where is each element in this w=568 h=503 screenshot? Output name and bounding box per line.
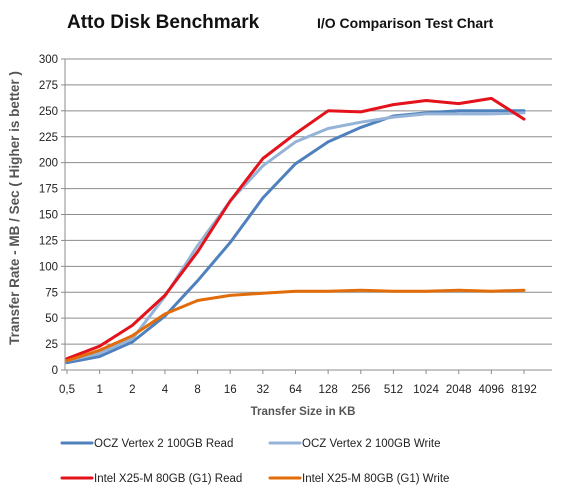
y-tick-label: 175 <box>39 184 58 196</box>
series-line-2 <box>65 111 526 363</box>
y-tick-label: 75 <box>45 287 58 299</box>
x-tick-label: 64 <box>289 384 302 396</box>
x-tick-label: 8 <box>194 384 200 396</box>
y-tick-label: 25 <box>45 339 58 351</box>
x-tick-label: 8192 <box>511 384 537 396</box>
y-tick-labels: 0 25 50 75 100 125 150 175 200 225 250 275 300 <box>39 54 58 377</box>
y-tick-label: 300 <box>39 54 58 66</box>
x-tick-label: 2 <box>129 384 135 396</box>
x-tick-label: 16 <box>224 384 237 396</box>
series-line-1 <box>65 109 526 365</box>
x-tick-labels: 0,5 1 2 4 8 16 32 64 128 256 512 1024 2048 4096 8192 <box>59 384 537 396</box>
chart-subtitle: I/O Comparison Test Chart <box>317 15 494 31</box>
y-tick-label: 225 <box>39 132 58 144</box>
x-tick-label: 256 <box>351 384 370 396</box>
x-tick-label: 1024 <box>413 384 439 396</box>
x-tick-label: 4096 <box>479 384 505 396</box>
x-tick-label: 128 <box>319 384 338 396</box>
legend-label-1: OCZ Vertex 2 100GB Read <box>94 438 233 450</box>
y-tick-label: 50 <box>45 313 58 325</box>
series-line-4 <box>65 288 526 363</box>
x-tick-label: 4 <box>162 384 169 396</box>
y-tick-label: 275 <box>39 80 58 92</box>
legend-label-3: Intel X25-M 80GB (G1) Read <box>94 473 242 485</box>
x-axis-title: Transfer Size in KB <box>251 406 356 418</box>
x-tick-label: 2048 <box>446 384 472 396</box>
series-line-3 <box>65 96 526 361</box>
y-tick-label: 0 <box>52 365 58 377</box>
axes <box>64 59 552 374</box>
x-tick-label: 1 <box>96 384 102 396</box>
y-tick-label: 125 <box>39 235 58 247</box>
legend-label-2: OCZ Vertex 2 100GB Write <box>302 438 440 450</box>
x-tick-label: 32 <box>256 384 269 396</box>
x-tick-label: 0,5 <box>59 384 75 396</box>
x-tick-label: 512 <box>384 384 403 396</box>
legend-label-4: Intel X25-M 80GB (G1) Write <box>302 473 449 485</box>
chart-title: Atto Disk Benchmark <box>67 12 260 33</box>
y-tick-label: 250 <box>39 106 58 118</box>
legend: OCZ Vertex 2 100GB Read OCZ Vertex 2 100G… <box>60 438 449 485</box>
y-tick-label: 150 <box>39 210 58 222</box>
y-tick-label: 200 <box>39 158 58 170</box>
series-lines <box>65 96 526 365</box>
y-axis-title: Transfer Rate - MB / Sec ( Higher is bet… <box>7 71 22 345</box>
y-tick-label: 100 <box>39 261 58 273</box>
